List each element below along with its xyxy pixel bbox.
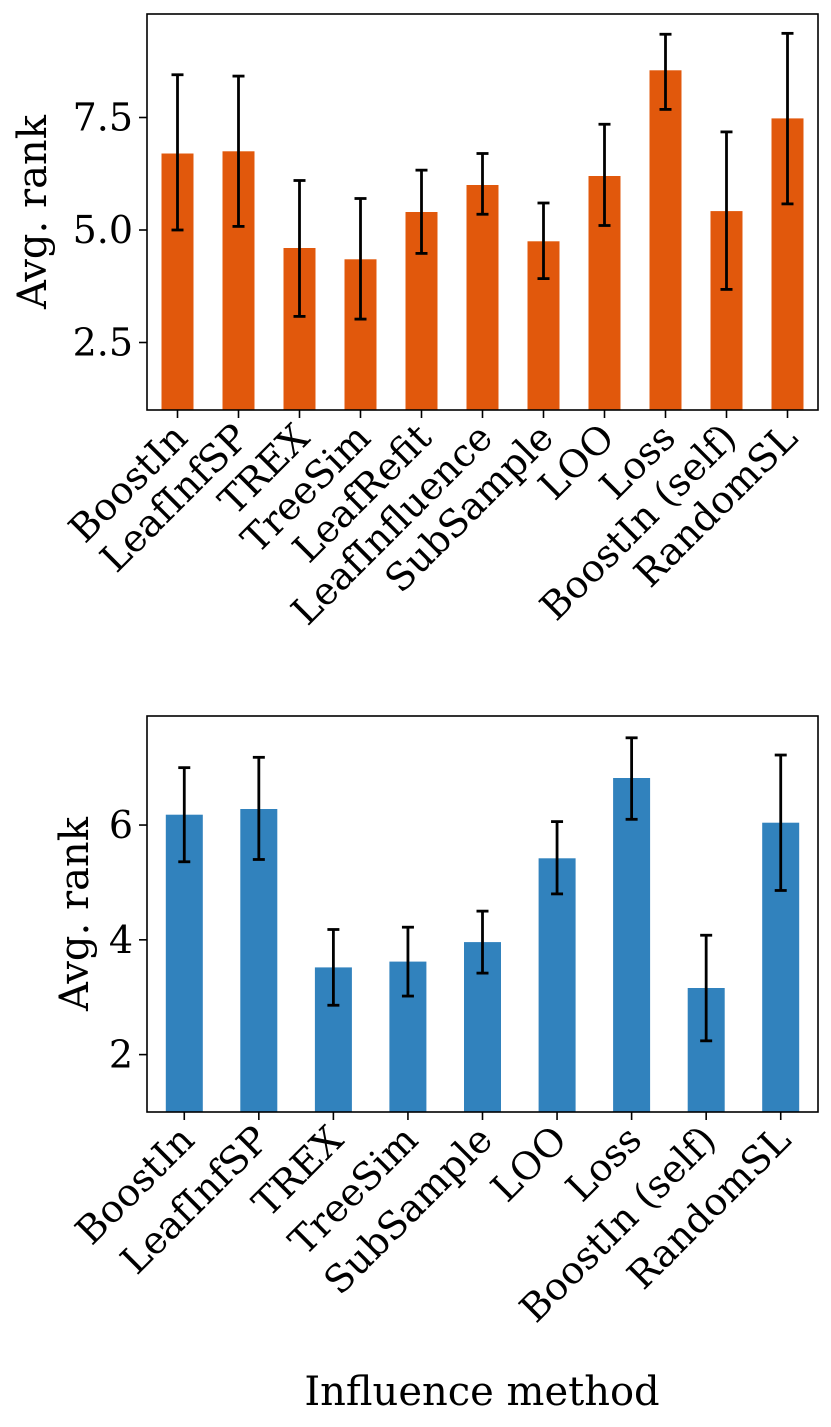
top-chart: BoostInLeafInfSPTREXTreeSimLeafRefitLeaf… xyxy=(10,13,819,633)
bottom-error-bar xyxy=(327,928,340,1007)
top-error-bar xyxy=(598,122,611,227)
bottom-plot-frame xyxy=(146,715,819,1113)
top-error-bar xyxy=(415,168,428,255)
x-axis-label: Influence method xyxy=(304,1369,659,1415)
bottom-error-bar xyxy=(252,755,265,861)
bottom-bar xyxy=(613,778,651,1112)
top-error-bar xyxy=(720,130,733,291)
top-error-bar xyxy=(781,31,794,206)
top-y-tick-label: 2.5 xyxy=(73,321,133,365)
top-y-axis-label: Avg. rank xyxy=(10,114,56,310)
top-error-bar xyxy=(659,32,672,111)
bottom-y-tick-label: 4 xyxy=(109,918,133,962)
bottom-error-bar xyxy=(700,933,713,1043)
top-y-tick-label: 5.0 xyxy=(73,208,133,252)
top-error-bar xyxy=(354,197,367,321)
top-error-bar xyxy=(476,152,489,216)
top-error-bar xyxy=(537,201,550,281)
bottom-category-label: LOO xyxy=(482,1117,575,1210)
bottom-error-bar xyxy=(476,909,489,975)
bottom-error-bar xyxy=(551,820,564,896)
bottom-chart: BoostInLeafInfSPTREXTreeSimSubSampleLOOL… xyxy=(52,715,819,1331)
bottom-error-bar xyxy=(401,925,414,998)
bottom-y-axis-label: Avg. rank xyxy=(52,816,98,1012)
bottom-error-bar xyxy=(178,766,191,864)
bottom-y-tick-label: 2 xyxy=(109,1033,133,1077)
top-plot-frame xyxy=(146,13,819,411)
bottom-error-bar xyxy=(774,753,787,892)
top-y-tick-label: 7.5 xyxy=(73,96,133,140)
bottom-error-bar xyxy=(625,736,638,821)
bottom-bar xyxy=(165,814,203,1112)
top-error-bar xyxy=(171,73,184,232)
top-error-bar xyxy=(232,74,245,228)
top-bar xyxy=(649,70,682,411)
top-bar xyxy=(466,185,499,410)
bottom-bar xyxy=(538,858,576,1112)
bottom-y-tick-label: 6 xyxy=(109,803,133,847)
top-error-bar xyxy=(293,179,306,318)
